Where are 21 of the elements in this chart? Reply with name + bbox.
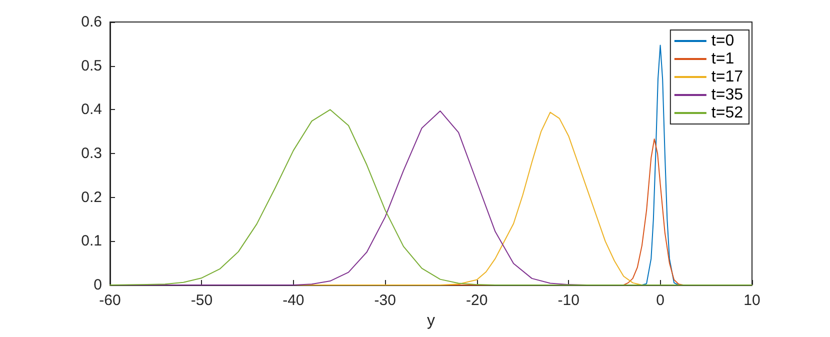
x-tick-label: 10 <box>744 292 760 309</box>
x-tick-label: -20 <box>466 292 488 309</box>
y-tick-label: 0.5 <box>81 57 102 74</box>
x-tick-label: -10 <box>558 292 580 309</box>
y-tick-label: 0.4 <box>81 101 102 118</box>
legend-label: t=17 <box>711 68 744 86</box>
x-tick-label: -60 <box>99 292 121 309</box>
y-tick-label: 0.1 <box>81 232 102 250</box>
legend-label: t=1 <box>711 50 734 68</box>
x-tick-label: -30 <box>374 292 396 309</box>
legend-label: t=52 <box>711 104 744 122</box>
y-tick-label: 0.3 <box>81 145 102 162</box>
x-tick-label: 0 <box>656 292 664 309</box>
legend-label: t=0 <box>711 32 734 50</box>
y-tick-label: 0.2 <box>81 188 102 206</box>
y-tick-label: 0 <box>94 276 102 294</box>
y-tick-label: 0.6 <box>81 14 102 30</box>
legend-label: t=35 <box>711 86 744 104</box>
x-axis-title: y <box>427 312 435 330</box>
x-tick-label: -50 <box>190 292 213 309</box>
x-tick-label: -40 <box>282 292 304 309</box>
